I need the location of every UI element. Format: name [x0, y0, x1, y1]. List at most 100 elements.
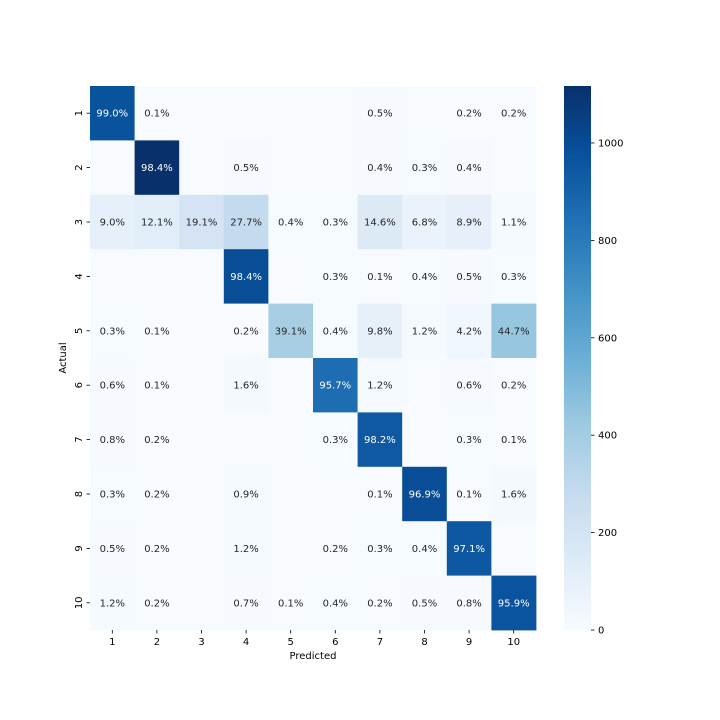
- cell-label: 0.2%: [144, 598, 169, 609]
- heatmap-cell: [402, 575, 448, 631]
- heatmap-cell: [90, 86, 135, 141]
- cell-label: 0.3%: [367, 544, 392, 555]
- cell-label: 0.2%: [323, 544, 348, 555]
- heatmap-cell: [446, 358, 492, 413]
- y-tick-label: 10: [74, 596, 85, 609]
- heatmap-cell: [402, 249, 448, 304]
- x-tick-label: 9: [466, 637, 472, 648]
- heatmap-cell: [491, 303, 537, 359]
- cell-label: 0.4%: [278, 218, 303, 229]
- heatmap-cell: [268, 521, 314, 576]
- x-tick-label: 5: [288, 637, 294, 648]
- heatmap-cell: [402, 521, 448, 576]
- cell-label: 1.6%: [233, 381, 258, 392]
- cell-label: 0.8%: [100, 435, 125, 446]
- cell-label: 0.1%: [144, 381, 169, 392]
- heatmap-cell: [90, 140, 135, 196]
- heatmap-cell: [268, 466, 314, 522]
- heatmap-cell: [313, 194, 358, 250]
- cell-label: 95.9%: [498, 598, 530, 609]
- heatmap-cell: [90, 303, 135, 359]
- cell-label: 0.6%: [456, 381, 481, 392]
- colorbar-tick-label: 400: [598, 431, 617, 442]
- cell-label: 8.9%: [456, 218, 481, 229]
- cell-label: 0.2%: [456, 109, 481, 120]
- cell-label: 9.0%: [100, 218, 125, 229]
- heatmap-cell: [179, 412, 225, 468]
- heatmap-cell: [446, 575, 492, 631]
- heatmap-cell: [179, 249, 225, 304]
- x-tick-label: 2: [154, 637, 160, 648]
- heatmap-cell: [402, 194, 448, 250]
- cell-label: 0.3%: [100, 326, 125, 337]
- heatmap-cell: [491, 86, 537, 141]
- cell-label: 0.4%: [323, 598, 348, 609]
- heatmap-cell: [491, 140, 537, 196]
- cell-label: 4.2%: [456, 326, 481, 337]
- cell-label: 0.2%: [233, 326, 258, 337]
- cell-label: 0.3%: [100, 490, 125, 501]
- heatmap-cell: [491, 358, 537, 413]
- cell-label: 39.1%: [275, 326, 307, 337]
- heatmap-cell: [268, 303, 314, 359]
- cell-label: 0.1%: [456, 490, 481, 501]
- colorbar-tick-label: 1000: [598, 138, 623, 149]
- cell-label: 0.1%: [367, 272, 392, 283]
- heatmap-cell: [90, 521, 135, 576]
- heatmap-cell: [491, 575, 537, 631]
- y-tick-label: 9: [74, 545, 85, 551]
- x-axis-ticks: 1 2 3 4 5 6 7 8 9 10: [109, 630, 520, 648]
- heatmap-cell: [179, 303, 225, 359]
- heatmap-cell: [313, 358, 358, 413]
- heatmap-cell: [134, 194, 180, 250]
- cell-label: 12.1%: [141, 218, 173, 229]
- y-tick-label: 6: [74, 382, 85, 388]
- cell-label: 0.2%: [144, 435, 169, 446]
- heatmap-cell: [179, 140, 225, 196]
- heatmap-cell: [357, 412, 403, 468]
- heatmap-cell: [313, 466, 358, 522]
- x-axis-label: Predicted: [290, 651, 337, 662]
- y-tick-label: 8: [74, 491, 85, 497]
- y-tick-label: 5: [74, 328, 85, 334]
- cell-label: 95.7%: [319, 381, 351, 392]
- heatmap-cell: [179, 521, 225, 576]
- cell-label: 9.8%: [367, 326, 392, 337]
- cell-label: 0.4%: [412, 272, 437, 283]
- heatmap-cell: [313, 249, 358, 304]
- heatmap-cells: 99.0% 0.1% 0.5% 0.2% 0.2% 98.4% 0.5% 0.4% 0.3% 0.…: [90, 86, 537, 631]
- heatmap-cell: [446, 466, 492, 522]
- cell-label: 1.2%: [412, 326, 437, 337]
- heatmap-cell: [446, 140, 492, 196]
- heatmap-cell: [223, 86, 269, 141]
- heatmap-cell: [357, 358, 403, 413]
- heatmap-cell: [357, 303, 403, 359]
- cell-label: 98.2%: [364, 435, 396, 446]
- colorbar-tick-label: 0: [598, 626, 604, 637]
- heatmap-cell: [313, 140, 358, 196]
- heatmap-cell: [179, 358, 225, 413]
- heatmap-cell: [491, 466, 537, 522]
- cell-label: 14.6%: [364, 218, 396, 229]
- heatmap-cell: [223, 140, 269, 196]
- colorbar-tick-label: 600: [598, 333, 617, 344]
- heatmap-cell: [134, 521, 180, 576]
- cell-label: 0.5%: [412, 598, 437, 609]
- cell-label: 0.4%: [456, 163, 481, 174]
- cell-label: 0.2%: [367, 598, 392, 609]
- y-axis-label: Actual: [58, 342, 69, 373]
- cell-label: 0.2%: [144, 544, 169, 555]
- heatmap-cell: [223, 412, 269, 468]
- heatmap-cell: [313, 86, 358, 141]
- heatmap-cell: [268, 575, 314, 631]
- cell-label: 0.3%: [323, 435, 348, 446]
- heatmap-cell: [223, 194, 269, 250]
- heatmap-cell: [223, 575, 269, 631]
- cell-label: 0.5%: [100, 544, 125, 555]
- cell-label: 0.5%: [367, 109, 392, 120]
- heatmap-cell: [179, 466, 225, 522]
- heatmap-cell: [223, 303, 269, 359]
- heatmap-cell: [313, 412, 358, 468]
- heatmap-cell: [313, 303, 358, 359]
- heatmap-cell: [90, 412, 135, 468]
